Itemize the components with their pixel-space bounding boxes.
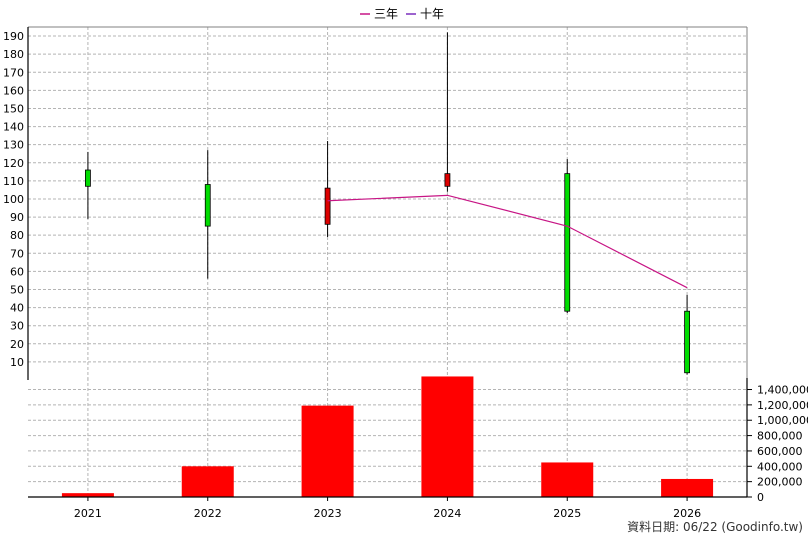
price-tick-label: 110: [3, 175, 24, 188]
price-tick-label: 120: [3, 157, 24, 170]
x-tick-label: 2025: [553, 507, 581, 520]
price-tick-label: 70: [10, 247, 24, 260]
volume-tick-label: 800,000: [757, 430, 803, 443]
data-date-footer: 資料日期: 06/22 (Goodinfo.tw): [627, 520, 803, 534]
x-tick-label: 2022: [194, 507, 222, 520]
legend: 三年 十年: [360, 7, 444, 21]
price-tick-label: 30: [10, 320, 24, 333]
price-tick-label: 140: [3, 121, 24, 134]
x-tick-label: 2023: [314, 507, 342, 520]
price-tick-label: 60: [10, 265, 24, 278]
volume-tick-label: 1,200,000: [757, 399, 808, 412]
price-panel: 10 20 30 40 50 60 70 80 90 100 110 120 130 140 150 160 1…: [3, 26, 748, 380]
candle-body: [564, 173, 571, 312]
price-tick-label: 100: [3, 193, 24, 206]
legend-label: 十年: [420, 7, 444, 21]
price-tick-label: 90: [10, 211, 24, 224]
three-year-line: [327, 194, 688, 289]
volume-tick-label: 1,400,000: [757, 384, 808, 397]
price-tick-label: 180: [3, 48, 24, 61]
volume-bar: [541, 462, 594, 497]
candle-body: [684, 310, 690, 374]
volume-bar: [421, 376, 474, 497]
volume-tick-label: 400,000: [757, 460, 803, 473]
volume-bar: [181, 466, 234, 497]
volume-bar: [661, 478, 714, 497]
x-tick-label: 2026: [673, 507, 701, 520]
volume-bar: [301, 405, 354, 497]
price-tick-label: 20: [10, 338, 24, 351]
price-tick-label: 150: [3, 102, 24, 115]
volume-panel: 0 200,000 400,000 600,000 800,000 1,000,000 1,…: [28, 376, 808, 504]
volume-tick-label: 600,000: [757, 445, 803, 458]
price-tick-label: 50: [10, 283, 24, 296]
candle-body: [444, 173, 451, 187]
volume-bar: [61, 493, 114, 497]
legend-label: 三年: [374, 7, 398, 21]
volume-tick-label: 0: [757, 491, 764, 504]
price-plot-area: [28, 27, 747, 380]
candle-body: [85, 169, 91, 187]
volume-tick-label: 1,000,000: [757, 414, 808, 427]
x-axis: 2021 2022 2023 2024 2025 2026: [74, 497, 701, 520]
candle-body: [204, 184, 211, 227]
x-tick-label: 2021: [74, 507, 102, 520]
price-tick-label: 190: [3, 30, 24, 43]
volume-tick-label: 200,000: [757, 476, 803, 489]
price-tick-label: 130: [3, 139, 24, 152]
price-tick-label: 80: [10, 229, 24, 242]
x-tick-label: 2024: [433, 507, 461, 520]
price-tick-label: 160: [3, 84, 24, 97]
price-tick-label: 10: [10, 356, 24, 369]
candle-body: [324, 187, 331, 225]
price-tick-label: 170: [3, 66, 24, 79]
price-tick-label: 40: [10, 302, 24, 315]
